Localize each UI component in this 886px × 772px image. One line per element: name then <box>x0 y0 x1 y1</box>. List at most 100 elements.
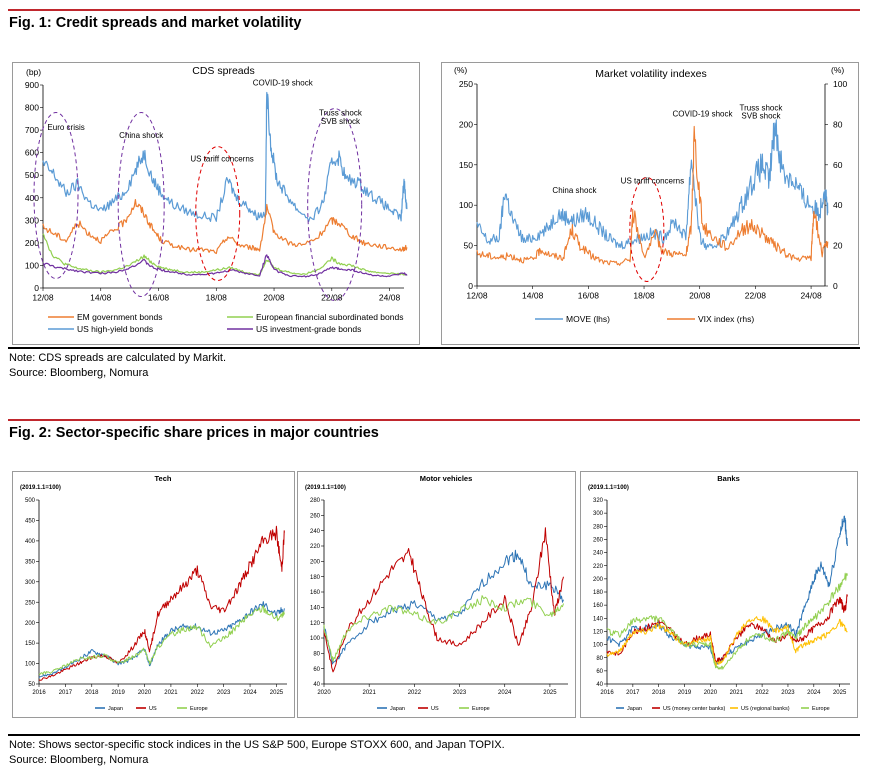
y-tick-label: 150 <box>459 160 473 170</box>
series-line-em-government-bonds <box>42 199 408 255</box>
x-tick-label: 2019 <box>678 690 692 696</box>
legend-label-move-lhs: MOVE (lhs) <box>566 314 610 324</box>
y-tick-label: 500 <box>25 170 39 180</box>
annotation-us-tariff-concerns: US tariff concerns <box>190 155 253 164</box>
y-tick-label: 450 <box>25 519 36 525</box>
y-tick-label: 220 <box>310 544 321 550</box>
fig2-note: Note: Shows sector-specific stock indice… <box>9 739 505 751</box>
y-tick-label: 150 <box>25 641 36 647</box>
y2-tick-label: 100 <box>833 79 847 89</box>
y-tick-label: 100 <box>459 200 473 210</box>
y-tick-label: 400 <box>25 539 36 545</box>
x-tick-label: 2020 <box>317 690 331 696</box>
x-tick-label: 14/08 <box>522 291 544 301</box>
x-tick-label: 2020 <box>704 690 718 696</box>
y-unit-label: (2019.1.1=100) <box>588 485 629 491</box>
y-tick-label: 350 <box>25 559 36 565</box>
panel-frame <box>12 471 295 718</box>
x-tick-label: 2021 <box>164 690 178 696</box>
x-tick-label: 2022 <box>408 690 422 696</box>
x-tick-label: 16/08 <box>148 293 170 303</box>
legend-label-european-financial-subordinated-bonds: European financial subordinated bonds <box>256 312 403 322</box>
series-line-europe <box>38 605 285 675</box>
legend-label-us: US <box>149 706 157 712</box>
x-tick-label: 12/08 <box>466 291 488 301</box>
legend-label-japan: Japan <box>108 706 123 712</box>
fig1-note: Note: CDS spreads are calculated by Mark… <box>9 352 227 364</box>
annotation-china-shock: China shock <box>552 186 597 195</box>
y-unit-label: (2019.1.1=100) <box>305 485 346 491</box>
x-tick-label: 12/08 <box>32 293 54 303</box>
legend-label-europe: Europe <box>472 706 490 712</box>
x-tick-label: 22/08 <box>321 293 343 303</box>
series-line-us-money-center-banks <box>606 594 848 663</box>
y-tick-label: 280 <box>593 524 604 530</box>
fig2-source: Source: Bloomberg, Nomura <box>9 754 149 766</box>
y-tick-label: 600 <box>25 148 39 158</box>
legend-label-us-money-center-banks: US (money center banks) <box>663 706 726 712</box>
y-tick-label: 120 <box>310 621 321 627</box>
series-line-us-regional-banks <box>606 615 848 667</box>
cds-spreads-chart: CDS spreads (bp) 0 100 200 300 400 500 600 700 800… <box>12 62 420 345</box>
x-tick-label: 2021 <box>363 690 377 696</box>
y-tick-label: 40 <box>596 682 603 688</box>
y-tick-label: 300 <box>593 511 604 517</box>
us-tariff-ellipse <box>629 176 665 282</box>
china-shock-ellipse <box>117 112 165 298</box>
x-tick-label: 2023 <box>453 690 467 696</box>
us-tariff-ellipse <box>195 146 241 282</box>
motor-vehicles-chart: Motor vehicles (2019.1.1=100) 40 60 80 100 120… <box>297 471 576 718</box>
annotation-svb-shock: SVB shock <box>741 112 781 121</box>
legend-label-europe: Europe <box>190 706 208 712</box>
legend-label-us: US <box>431 706 439 712</box>
y-tick-label: 100 <box>593 643 604 649</box>
x-tick-label: 2021 <box>730 690 744 696</box>
panel-frame <box>441 62 859 345</box>
chart-title: CDS spreads <box>192 65 254 77</box>
y-tick-label: 40 <box>313 682 320 688</box>
y-tick-label: 100 <box>310 636 321 642</box>
y-tick-label: 220 <box>593 564 604 570</box>
y-tick-label: 200 <box>593 577 604 583</box>
x-tick-label: 2023 <box>217 690 231 696</box>
x-tick-label: 2024 <box>498 690 512 696</box>
x-tick-label: 14/08 <box>90 293 112 303</box>
y-unit-label: (bp) <box>26 67 41 77</box>
legend-label-em-government-bonds: EM government bonds <box>77 312 163 322</box>
y-tick-label: 900 <box>25 80 39 90</box>
x-tick-label: 2018 <box>85 690 99 696</box>
y-tick-label: 60 <box>313 667 320 673</box>
fig1-title: Fig. 1: Credit spreads and market volati… <box>9 15 302 31</box>
y-tick-label: 50 <box>28 682 35 688</box>
x-tick-label: 20/08 <box>689 291 711 301</box>
y-tick-label: 260 <box>310 513 321 519</box>
y-unit-label-left: (%) <box>454 65 467 75</box>
annotation-us-tariff-concerns: US tariff concerns <box>621 176 684 185</box>
y-tick-label: 800 <box>25 103 39 113</box>
annotation-truss-shock: Truss shock <box>740 104 784 113</box>
y-tick-label: 0 <box>34 283 39 293</box>
legend-label-japan: Japan <box>627 706 642 712</box>
x-tick-label: 2017 <box>59 690 73 696</box>
legend-label-us-investment-grade-bonds: US investment-grade bonds <box>256 324 361 334</box>
y-tick-label: 200 <box>25 238 39 248</box>
x-tick-label: 2016 <box>32 690 46 696</box>
x-tick-label: 2022 <box>755 690 769 696</box>
x-tick-label: 2017 <box>626 690 640 696</box>
y-tick-label: 140 <box>310 605 321 611</box>
y-tick-label: 120 <box>593 630 604 636</box>
x-tick-label: 2025 <box>270 690 284 696</box>
y-tick-label: 80 <box>313 651 320 657</box>
annotation-china-shock: China shock <box>119 131 164 140</box>
panel-frame <box>12 62 420 345</box>
x-tick-label: 22/08 <box>745 291 767 301</box>
y-tick-label: 500 <box>25 498 36 504</box>
x-tick-label: 2025 <box>833 690 847 696</box>
y-tick-label: 50 <box>464 241 474 251</box>
series-line-europe <box>606 572 848 670</box>
fig1-bottom-rule <box>8 347 860 349</box>
legend-label-us-high-yield-bonds: US high-yield bonds <box>77 324 153 334</box>
x-tick-label: 2018 <box>652 690 666 696</box>
fig2-bottom-rule <box>8 734 860 736</box>
chart-title: Motor vehicles <box>420 474 473 483</box>
